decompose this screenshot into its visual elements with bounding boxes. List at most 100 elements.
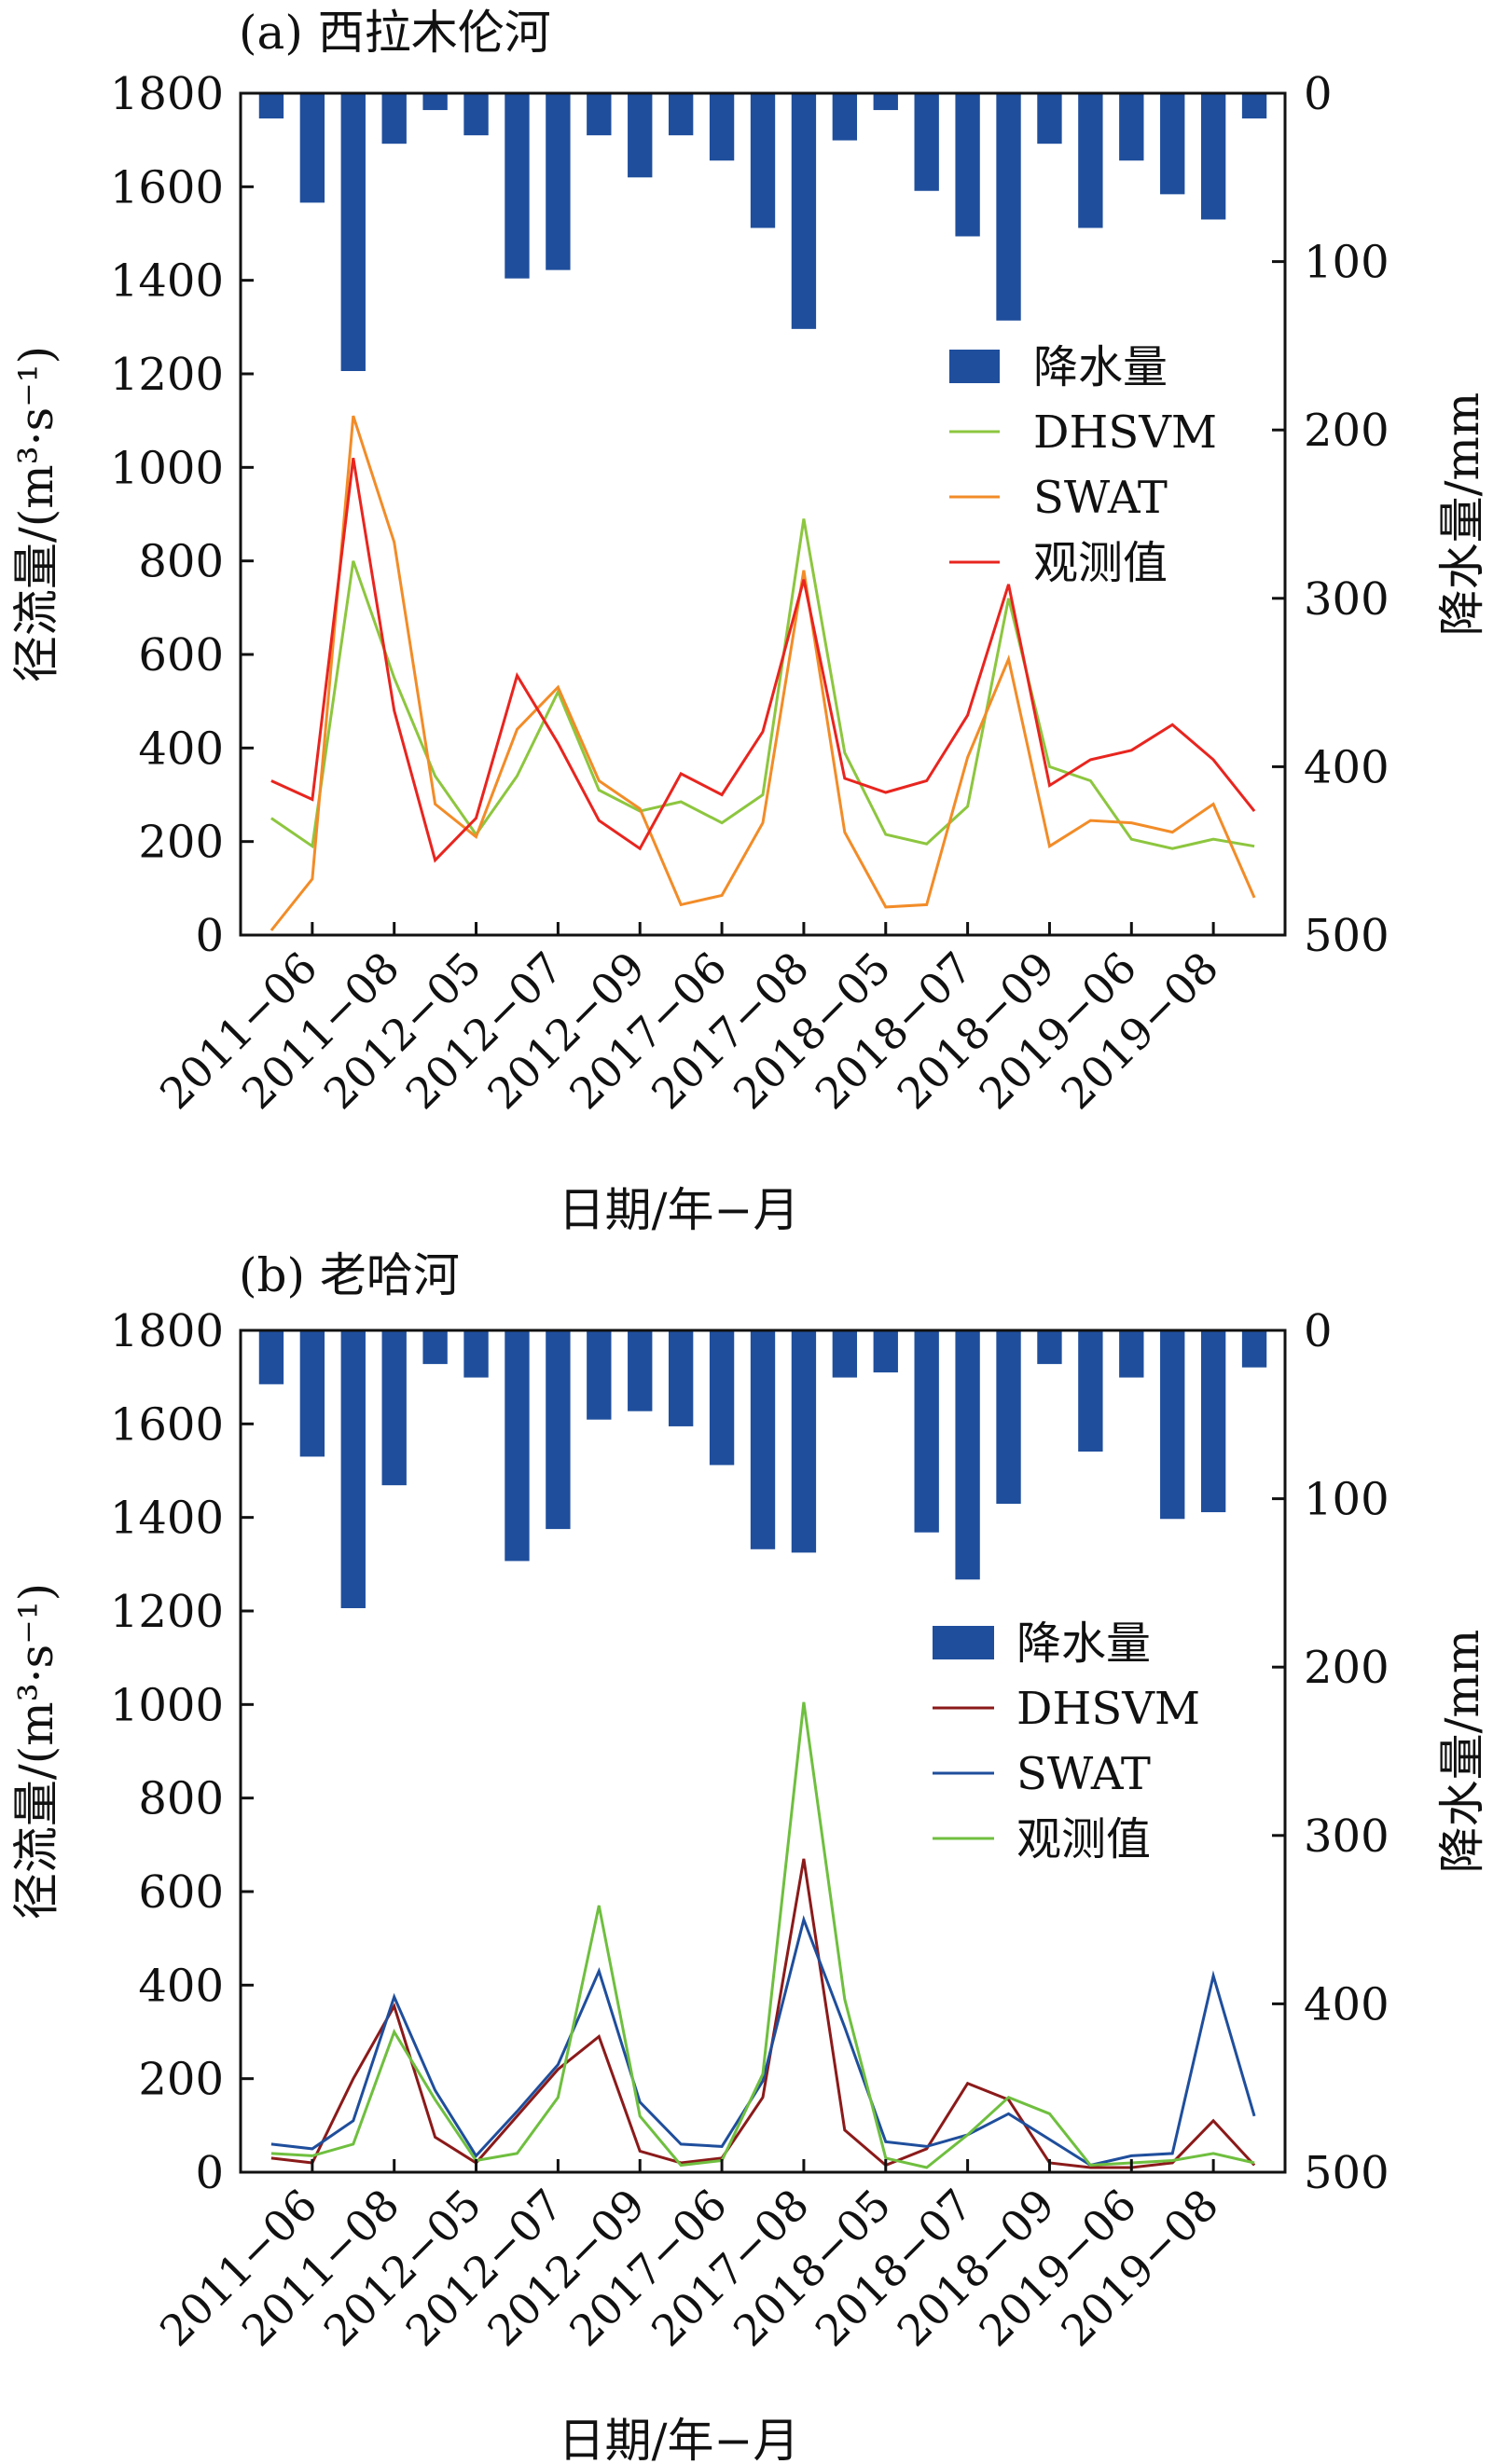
y-right-tick-label: 400 bbox=[1304, 1978, 1389, 2030]
precipitation-bar bbox=[587, 93, 612, 136]
precipitation-bar bbox=[340, 93, 366, 371]
precipitation-bar bbox=[505, 93, 530, 279]
precipitation-bar bbox=[709, 93, 735, 161]
y-left-axis-title: 径流量/(m³·s⁻¹) bbox=[9, 1583, 63, 1920]
chart-panel-b: (b) 老哈河020040060080010001200140016001800… bbox=[9, 1248, 1489, 2464]
precipitation-bar bbox=[709, 1330, 735, 1466]
precipitation-bar bbox=[873, 93, 898, 111]
panel-title: (a) 西拉木伦河 bbox=[239, 6, 551, 60]
legend-swatch-precipitation bbox=[933, 1626, 994, 1659]
precipitation-bar bbox=[299, 93, 325, 203]
precipitation-bar bbox=[340, 1330, 366, 1608]
precipitation-bar bbox=[299, 1330, 325, 1457]
y-left-tick-label: 200 bbox=[138, 817, 224, 869]
precipitation-bar bbox=[955, 1330, 980, 1580]
legend-label-precipitation: 降水量 bbox=[1016, 1617, 1151, 1670]
precipitation-bar bbox=[381, 1330, 407, 1486]
precipitation-bar bbox=[750, 93, 776, 228]
precipitation-bar bbox=[1078, 1330, 1103, 1452]
y-left-tick-label: 1400 bbox=[110, 1493, 224, 1545]
y-right-tick-label: 100 bbox=[1304, 1474, 1389, 1526]
precipitation-bar bbox=[505, 1330, 530, 1562]
legend-label-SWAT: SWAT bbox=[1016, 1748, 1151, 1800]
y-right-tick-label: 400 bbox=[1304, 741, 1389, 793]
plot-frame bbox=[239, 1328, 1287, 2174]
precipitation-bar bbox=[791, 93, 817, 329]
precipitation-bar bbox=[832, 93, 858, 141]
y-right-tick-label: 100 bbox=[1304, 237, 1389, 289]
y-right-tick-label: 200 bbox=[1304, 405, 1389, 457]
legend-label-DHSVM: DHSVM bbox=[1033, 406, 1217, 459]
precipitation-bar bbox=[1037, 1330, 1062, 1365]
y-right-tick-label: 0 bbox=[1304, 1305, 1333, 1357]
precipitation-bar bbox=[832, 1330, 858, 1378]
precipitation-bar bbox=[463, 1330, 489, 1378]
legend-label-观测值: 观测值 bbox=[1016, 1813, 1151, 1865]
precipitation-bar bbox=[1160, 1330, 1185, 1520]
legend-label-precipitation: 降水量 bbox=[1033, 341, 1168, 393]
precipitation-bar bbox=[381, 93, 407, 145]
precipitation-bar bbox=[628, 93, 653, 178]
series-line-观测值 bbox=[270, 1701, 1255, 2169]
precipitation-bar bbox=[791, 1330, 817, 1553]
y-right-tick-label: 500 bbox=[1304, 2147, 1389, 2199]
x-axis-title: 日期/年−月 bbox=[559, 1183, 800, 1237]
series-line-SWAT bbox=[270, 1915, 1256, 2168]
y-right-tick-label: 500 bbox=[1304, 910, 1389, 962]
precipitation-bar bbox=[996, 93, 1021, 321]
precipitation-bar bbox=[1119, 93, 1144, 161]
y-left-tick-label: 1200 bbox=[110, 1586, 224, 1638]
precipitation-bar bbox=[422, 1330, 448, 1365]
y-left-tick-label: 800 bbox=[138, 1773, 224, 1825]
y-right-axis-title: 降水量/mm bbox=[1435, 392, 1489, 637]
precipitation-bar bbox=[1119, 1330, 1144, 1378]
precipitation-bar bbox=[668, 93, 694, 136]
precipitation-bar bbox=[1078, 93, 1103, 228]
y-left-tick-label: 600 bbox=[138, 629, 224, 681]
series-line-观测值 bbox=[270, 458, 1256, 863]
precipitation-bar bbox=[1241, 1330, 1267, 1368]
y-left-tick-label: 600 bbox=[138, 1866, 224, 1919]
y-left-tick-label: 200 bbox=[138, 2054, 224, 2106]
panel-title: (b) 老哈河 bbox=[239, 1248, 460, 1302]
legend-label-DHSVM: DHSVM bbox=[1016, 1683, 1200, 1735]
precipitation-bar bbox=[668, 1330, 694, 1426]
legend-label-观测值: 观测值 bbox=[1033, 537, 1168, 589]
precipitation-bar bbox=[422, 93, 448, 111]
y-left-tick-label: 0 bbox=[195, 2147, 224, 2199]
series-line-DHSVM bbox=[270, 518, 1255, 850]
precipitation-bar bbox=[1037, 93, 1062, 145]
precipitation-bar bbox=[463, 93, 489, 136]
y-right-tick-label: 300 bbox=[1304, 1810, 1389, 1863]
series-line-DHSVM bbox=[270, 1858, 1256, 2169]
precipitation-bar bbox=[955, 93, 980, 237]
precipitation-bar bbox=[546, 93, 571, 270]
y-right-tick-label: 0 bbox=[1304, 68, 1333, 120]
legend-label-SWAT: SWAT bbox=[1033, 472, 1168, 524]
precipitation-bar bbox=[1160, 93, 1185, 195]
precipitation-bar bbox=[873, 1330, 898, 1373]
series-line-SWAT bbox=[270, 415, 1256, 931]
precipitation-bar bbox=[628, 1330, 653, 1411]
y-left-tick-label: 1200 bbox=[110, 349, 224, 401]
y-left-tick-label: 400 bbox=[138, 723, 224, 775]
y-right-tick-label: 300 bbox=[1304, 573, 1389, 626]
precipitation-bar bbox=[258, 1330, 284, 1384]
y-left-tick-label: 1800 bbox=[110, 68, 224, 120]
precipitation-bar bbox=[546, 1330, 571, 1530]
y-left-tick-label: 400 bbox=[138, 1960, 224, 2012]
y-right-axis-title: 降水量/mm bbox=[1435, 1630, 1489, 1874]
precipitation-bar bbox=[258, 93, 284, 119]
y-right-tick-label: 200 bbox=[1304, 1642, 1389, 1694]
precipitation-bar bbox=[587, 1330, 612, 1420]
y-left-tick-label: 1800 bbox=[110, 1305, 224, 1357]
chart-panel-a: (a) 西拉木伦河0200400600800100012001400160018… bbox=[9, 6, 1489, 1237]
y-left-tick-label: 1000 bbox=[110, 442, 224, 494]
y-left-tick-label: 1600 bbox=[110, 1398, 224, 1451]
y-left-tick-label: 800 bbox=[138, 536, 224, 588]
y-left-axis-title: 径流量/(m³·s⁻¹) bbox=[9, 346, 63, 682]
y-left-tick-label: 1600 bbox=[110, 161, 224, 213]
y-left-tick-label: 0 bbox=[195, 910, 224, 962]
x-axis-title: 日期/年−月 bbox=[559, 2414, 800, 2464]
precipitation-bar bbox=[996, 1330, 1021, 1505]
